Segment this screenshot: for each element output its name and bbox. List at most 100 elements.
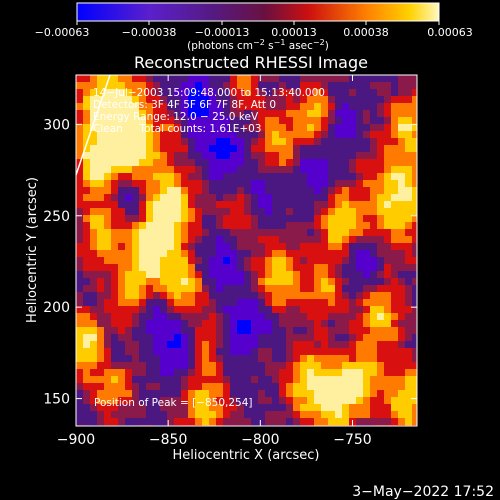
heatmap-cell [125, 173, 133, 181]
heatmap-cell [398, 152, 406, 160]
heatmap-cell [202, 89, 210, 97]
heatmap-cell [293, 397, 301, 405]
heatmap-cell [244, 271, 252, 279]
heatmap-cell [412, 124, 417, 132]
heatmap-cell [384, 390, 392, 398]
heatmap-cell [286, 306, 294, 314]
heatmap-cell [209, 124, 217, 132]
heatmap-cell [328, 89, 336, 97]
heatmap-cell [286, 103, 294, 111]
heatmap-cell [377, 110, 385, 118]
heatmap-cell [286, 390, 294, 398]
heatmap-cell [125, 397, 133, 405]
heatmap-cell [405, 320, 413, 328]
heatmap-cell [181, 180, 189, 188]
colorbar-tick-label: 0.00013 [271, 26, 317, 39]
heatmap-cell [125, 229, 133, 237]
heatmap-cell [349, 215, 357, 223]
heatmap-cell [244, 96, 252, 104]
heatmap-cell [125, 117, 133, 125]
heatmap-cell [328, 278, 336, 286]
heatmap-cell [321, 173, 329, 181]
heatmap-cell [307, 208, 315, 216]
heatmap-cell [265, 131, 273, 139]
heatmap-cell [398, 285, 406, 293]
heatmap-cell [370, 285, 378, 293]
heatmap-cell [286, 320, 294, 328]
heatmap-cell [363, 173, 371, 181]
heatmap-cell [209, 285, 217, 293]
heatmap-cell [293, 404, 301, 412]
heatmap-cell [265, 390, 273, 398]
heatmap-cell [363, 257, 371, 265]
heatmap-cell [244, 145, 252, 153]
heatmap-cell [321, 180, 329, 188]
heatmap-cell [391, 103, 399, 111]
heatmap-cell [398, 75, 406, 83]
heatmap-cell [146, 201, 154, 209]
heatmap-cell [90, 271, 98, 279]
heatmap-cell [118, 159, 126, 167]
heatmap-cell [188, 131, 196, 139]
heatmap-cell [230, 222, 238, 230]
heatmap-cell [258, 278, 266, 286]
x-axis: −900 −850 −800 −750 [57, 75, 372, 448]
heatmap-cell [209, 222, 217, 230]
heatmap-cell [328, 334, 336, 342]
heatmap-cell [328, 75, 336, 83]
heatmap-cell [230, 138, 238, 146]
heatmap-cell [132, 96, 140, 104]
heatmap-cell [342, 103, 350, 111]
heatmap-cell [342, 264, 350, 272]
heatmap-cell [251, 75, 259, 83]
heatmap-cell [111, 82, 119, 90]
heatmap-cell [223, 362, 231, 370]
heatmap-cell [97, 362, 105, 370]
heatmap-cell [223, 383, 231, 391]
heatmap-cell [356, 292, 364, 300]
heatmap-cell [272, 292, 280, 300]
heatmap-cell [391, 383, 399, 391]
heatmap-cell [300, 369, 308, 377]
heatmap-cell [139, 82, 147, 90]
heatmap-cell [349, 89, 357, 97]
heatmap-cell [97, 334, 105, 342]
heatmap-cell [405, 138, 413, 146]
x-tick-label: −750 [333, 432, 371, 448]
heatmap-cell [160, 418, 168, 426]
heatmap-cell [188, 320, 196, 328]
heatmap-cell [335, 180, 343, 188]
heatmap-cell [97, 138, 105, 146]
heatmap-cell [223, 180, 231, 188]
heatmap-cell [209, 180, 217, 188]
heatmap-cell [258, 229, 266, 237]
heatmap-cell [237, 390, 245, 398]
heatmap-cell [300, 243, 308, 251]
heatmap-cell [300, 236, 308, 244]
heatmap-cell [209, 89, 217, 97]
heatmap-cell [370, 411, 378, 419]
heatmap-cell [202, 187, 210, 195]
heatmap-cell [356, 201, 364, 209]
heatmap-cell [153, 376, 161, 384]
heatmap-cell [237, 152, 245, 160]
heatmap-cell [104, 138, 112, 146]
heatmap-cell [384, 376, 392, 384]
heatmap-cell [160, 383, 168, 391]
heatmap-cell [300, 397, 308, 405]
heatmap-cell [209, 271, 217, 279]
heatmap-cell [300, 229, 308, 237]
heatmap-cell [111, 173, 119, 181]
heatmap-cell [349, 341, 357, 349]
heatmap-cell [195, 299, 203, 307]
heatmap-cell [244, 327, 252, 335]
heatmap-cell [118, 138, 126, 146]
heatmap-cell [209, 131, 217, 139]
heatmap-cell [293, 89, 301, 97]
heatmap-cell [181, 285, 189, 293]
heatmap-cell [139, 264, 147, 272]
heatmap-cell [146, 194, 154, 202]
heatmap-cell [153, 411, 161, 419]
heatmap-cell [384, 138, 392, 146]
heatmap-cell [342, 166, 350, 174]
